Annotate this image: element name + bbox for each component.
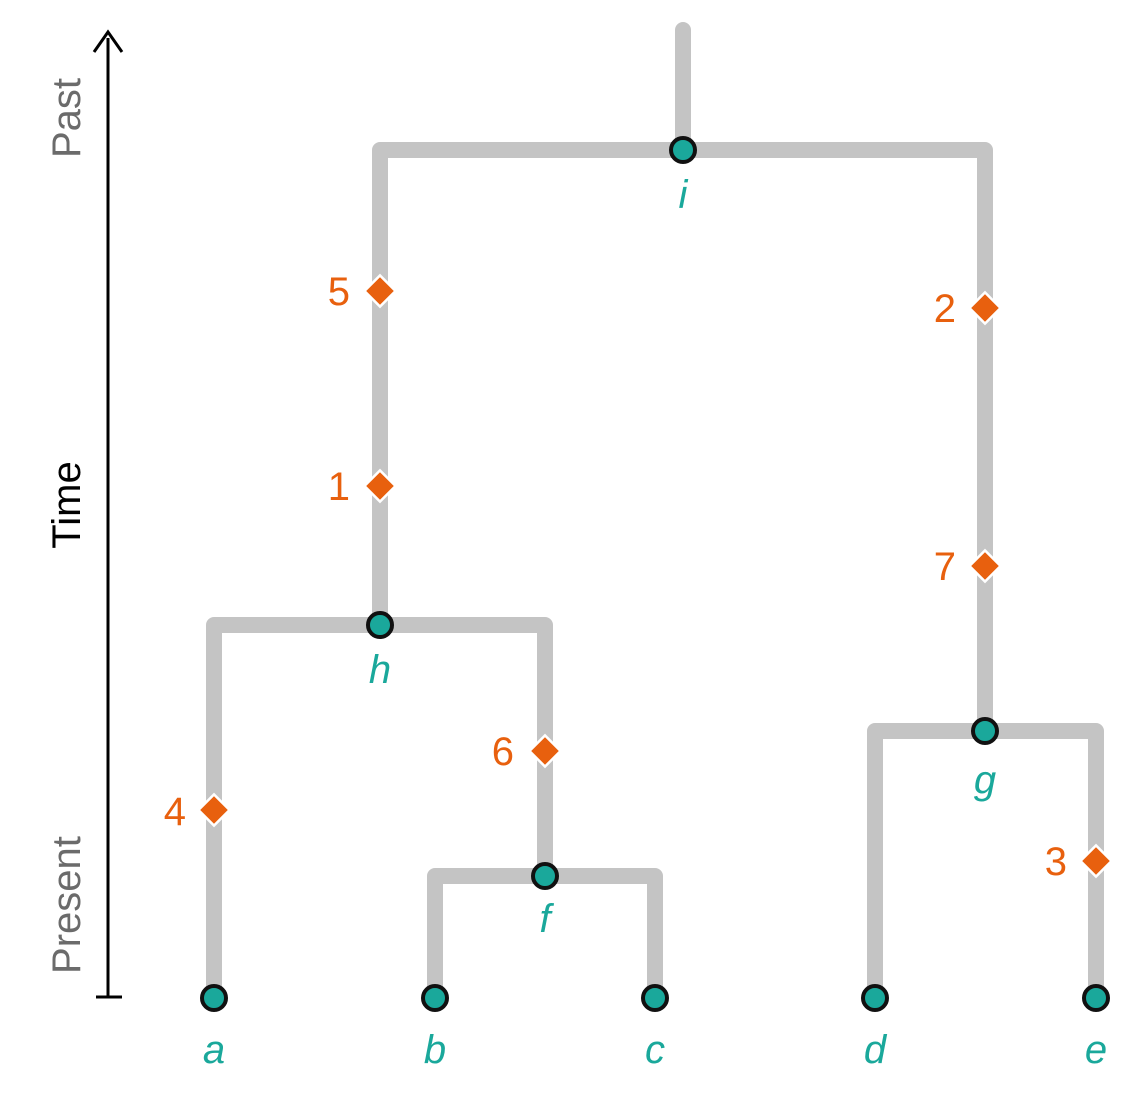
node-label-h: h	[369, 648, 391, 692]
time-axis-arrowhead	[92, 29, 124, 53]
node-label-d: d	[864, 1028, 888, 1072]
mutation-5: 5	[328, 270, 398, 314]
mutation-label: 2	[934, 287, 956, 331]
node-c	[641, 984, 669, 1012]
node-label-g: g	[974, 758, 996, 802]
node-label-a: a	[203, 1028, 225, 1072]
mutation-1: 1	[328, 465, 398, 509]
present-label: Present	[45, 836, 89, 974]
branches	[206, 22, 1104, 1006]
node-label-e: e	[1085, 1028, 1107, 1072]
mutation-marker	[967, 548, 1003, 584]
node-d	[861, 984, 889, 1012]
nodes	[200, 136, 1110, 1012]
mutation-label: 3	[1045, 840, 1067, 884]
mutation-marker	[196, 792, 232, 828]
node-label-b: b	[424, 1028, 446, 1072]
node-f	[531, 862, 559, 890]
node-i	[669, 136, 697, 164]
mutation-marker	[1078, 843, 1114, 879]
mutation-marker	[362, 273, 398, 309]
mutations: 5 1 2 7 6 4 3	[164, 270, 1114, 884]
mutation-label: 6	[492, 730, 514, 774]
node-label-c: c	[645, 1028, 665, 1072]
node-label-i: i	[679, 173, 689, 217]
node-label-f: f	[539, 897, 554, 941]
time-label: Time	[45, 461, 89, 548]
mutation-label: 1	[328, 465, 350, 509]
mutation-marker	[527, 733, 563, 769]
node-a	[200, 984, 228, 1012]
time-axis: Past Time Present	[45, 29, 124, 999]
mutation-label: 7	[934, 545, 956, 589]
mutation-6: 6	[492, 730, 563, 774]
mutation-label: 4	[164, 790, 186, 834]
branch-i-children	[372, 142, 993, 739]
mutation-marker	[362, 468, 398, 504]
mutation-marker	[967, 290, 1003, 326]
node-g	[971, 717, 999, 745]
mutation-label: 5	[328, 270, 350, 314]
node-e	[1082, 984, 1110, 1012]
mutation-7: 7	[934, 545, 1003, 589]
mutation-4: 4	[164, 790, 232, 834]
node-h	[366, 611, 394, 639]
mutation-3: 3	[1045, 840, 1114, 884]
mutation-2: 2	[934, 287, 1003, 331]
past-label: Past	[45, 78, 89, 158]
node-b	[421, 984, 449, 1012]
